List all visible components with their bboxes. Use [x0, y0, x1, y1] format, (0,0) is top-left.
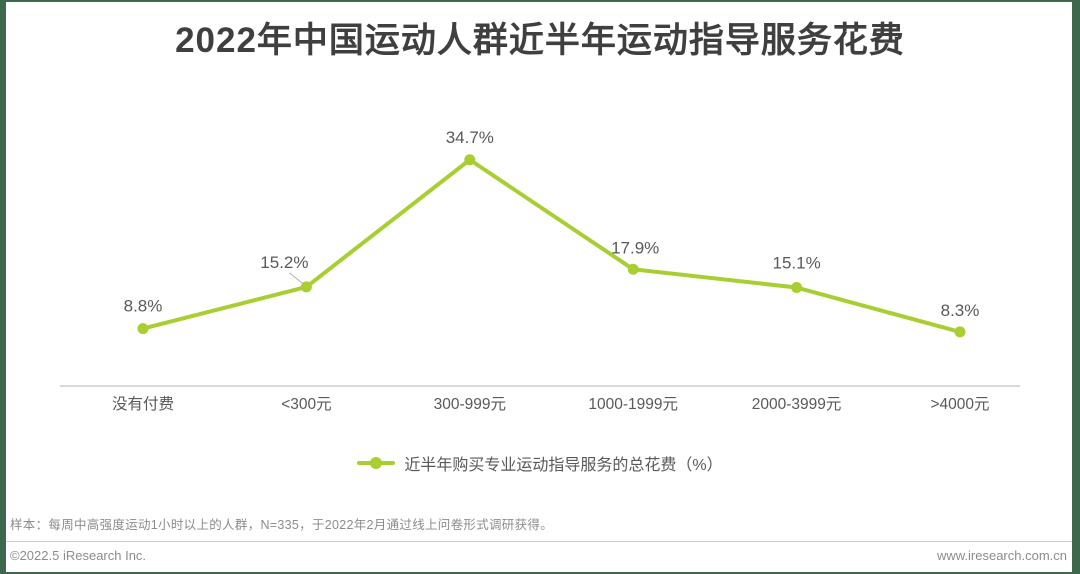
chart-legend: 近半年购买专业运动指导服务的总花费（%） — [0, 450, 1080, 476]
data-point-label: 8.8% — [124, 297, 163, 316]
x-axis-label: 2000-3999元 — [752, 396, 842, 413]
footer-row: ©2022.5 iResearch Inc. www.iresearch.com… — [10, 548, 1067, 563]
x-axis-label: 1000-1999元 — [588, 396, 678, 413]
data-point-label: 15.2% — [260, 253, 308, 272]
website-text: www.iresearch.com.cn — [936, 548, 1067, 563]
data-point — [464, 154, 476, 166]
data-point — [627, 263, 639, 275]
label-leader-line — [289, 272, 305, 286]
x-axis-label: <300元 — [281, 396, 331, 413]
data-point — [791, 282, 803, 294]
data-point-label: 15.1% — [772, 254, 820, 273]
legend-label: 近半年购买专业运动指导服务的总花费（%） — [404, 457, 723, 474]
copyright-text: ©2022.5 iResearch Inc. — [10, 548, 147, 563]
data-point — [137, 323, 149, 335]
frame-border-top — [0, 0, 1080, 2]
footer-divider — [6, 541, 1072, 542]
line-chart: 8.8% 15.2% 34.7% 17.9% 15.1% 8.3% 没有付费 <300元 300… — [60, 128, 1020, 413]
frame-border-left — [0, 0, 6, 574]
frame-border-bottom — [0, 572, 1080, 574]
data-point-label: 34.7% — [446, 128, 494, 147]
legend-line-marker — [357, 457, 396, 469]
sample-note: 样本：每周中高强度运动1小时以上的人群，N=335，于2022年2月通过线上问卷… — [10, 518, 553, 532]
data-point-label: 8.3% — [941, 301, 980, 320]
x-axis-label: 300-999元 — [434, 396, 506, 413]
data-point-label: 17.9% — [611, 238, 659, 257]
data-point — [300, 281, 312, 293]
x-axis-label: 没有付费 — [112, 395, 174, 413]
chart-title: 2022年中国运动人群近半年运动指导服务花费 — [175, 21, 905, 60]
frame-border-right — [1072, 0, 1080, 574]
data-point — [954, 326, 966, 338]
data-line — [141, 157, 962, 334]
x-axis-label: >4000元 — [930, 396, 989, 413]
legend-dot-icon — [370, 457, 383, 469]
